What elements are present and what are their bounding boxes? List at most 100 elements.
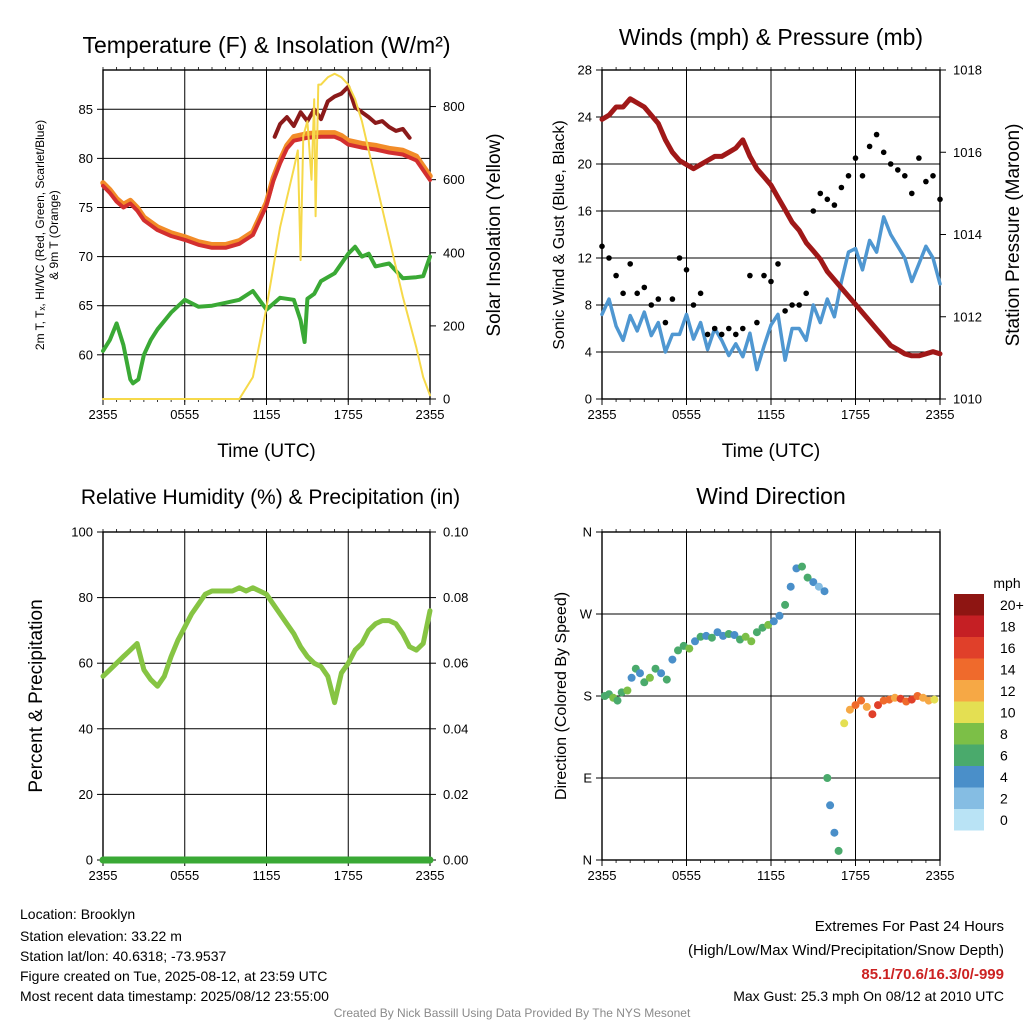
- colorbar-swatch: [954, 637, 984, 659]
- gust-point: [676, 255, 683, 261]
- extremes-subtitle: (High/Low/Max Wind/Precipitation/Snow De…: [688, 942, 1004, 959]
- direction-ytick-label: W: [580, 607, 593, 622]
- gust-point: [740, 325, 746, 332]
- direction-point: [662, 675, 671, 684]
- gust-point: [831, 202, 838, 208]
- winds-xlabel: Time (UTC): [722, 441, 821, 462]
- gust-point: [747, 272, 753, 279]
- temperature-xtick-label: 1755: [334, 407, 363, 422]
- direction-point: [798, 562, 806, 571]
- direction-ylabel-left: Direction (Colored By Speed): [553, 592, 570, 800]
- gust-point: [768, 278, 774, 285]
- station-location: Location: Brooklyn: [20, 906, 136, 922]
- temperature-ylabel-line1: 2m T, Tₓ, HI/WC (Red, Green, Scarlet/Blu…: [33, 120, 47, 350]
- humidity-ytick-label: 40: [79, 721, 93, 736]
- direction-point: [874, 701, 882, 710]
- gust-point: [627, 261, 633, 267]
- gust-point: [634, 290, 640, 297]
- colorbar-label: 10: [1000, 704, 1016, 720]
- direction-point: [685, 644, 694, 653]
- direction-point: [803, 573, 812, 582]
- gust-point: [902, 173, 908, 179]
- station-elevation: Station elevation: 33.22 m: [20, 928, 182, 944]
- temperature-ytick-label: 65: [79, 298, 93, 313]
- winds-xtick-label: 1755: [841, 407, 870, 422]
- direction-xtick-label: 0555: [672, 868, 701, 883]
- gust-point: [923, 178, 929, 185]
- direction-xtick-label: 2355: [926, 868, 955, 883]
- humidity-y2tick-label: 0.04: [443, 721, 468, 736]
- gust-point: [937, 196, 943, 203]
- temperature-ytick-label: 60: [79, 347, 93, 362]
- figure-created: Figure created on Tue, 2025-08-12, at 23…: [20, 968, 328, 984]
- colorbar-swatch: [954, 615, 984, 637]
- direction-point: [613, 696, 622, 705]
- temperature-xtick-label: 2355: [89, 407, 118, 422]
- direction-point: [862, 702, 871, 711]
- direction-point: [775, 611, 784, 620]
- humidity-y2tick-label: 0.10: [443, 525, 468, 540]
- humidity-title: Relative Humidity (%) & Precipitation (i…: [81, 486, 460, 509]
- humidity-ylabel-left: Percent & Precipitation: [26, 599, 47, 792]
- direction-point: [627, 673, 636, 682]
- gust-point: [796, 302, 802, 308]
- extremes-title: Extremes For Past 24 Hours: [814, 918, 1004, 935]
- winds-xtick-label: 2355: [588, 407, 617, 422]
- direction-point: [645, 673, 654, 682]
- temperature-ytick-label: 80: [79, 151, 93, 166]
- colorbar-swatch: [954, 594, 984, 616]
- gust-point: [930, 173, 936, 179]
- temperature-ytick-label: 70: [79, 249, 93, 264]
- direction-point: [930, 695, 939, 704]
- direction-point: [809, 578, 818, 587]
- winds-ytick-label: 8: [585, 298, 592, 313]
- sonic-wind-line: [600, 215, 942, 372]
- temperature-y2tick-label: 600: [443, 172, 465, 187]
- humidity-y2tick-label: 0.08: [443, 590, 468, 605]
- temperature-title: Temperature (F) & Insolation (W/m²): [82, 32, 450, 58]
- humidity-y2tick-label: 0.02: [443, 787, 468, 802]
- winds-ytick-label: 20: [578, 157, 592, 172]
- direction-point: [845, 705, 854, 714]
- gust-point: [690, 302, 697, 308]
- humidity-ytick-label: 60: [79, 656, 93, 671]
- direction-point: [826, 801, 835, 810]
- temperature-xtick-label: 2355: [416, 407, 445, 422]
- winds-xtick-label: 0555: [672, 407, 701, 422]
- winds-y2tick-label: 1012: [953, 309, 982, 324]
- winds-ytick-label: 28: [578, 63, 592, 78]
- max-gust: Max Gust: 25.3 mph On 08/12 at 2010 UTC: [733, 988, 1004, 1004]
- direction-point: [657, 669, 666, 678]
- temperature-xlabel: Time (UTC): [217, 441, 316, 462]
- dewpoint-line: [101, 244, 432, 386]
- colorbar-label: 12: [1000, 683, 1016, 699]
- temperature-xtick-label: 1155: [253, 407, 281, 422]
- gust-point: [852, 155, 859, 161]
- temperature-xtick-label: 0555: [170, 407, 199, 422]
- gust-point: [683, 267, 690, 273]
- gust-point: [648, 302, 655, 308]
- colorbar-swatch: [954, 766, 984, 788]
- direction-point: [907, 695, 916, 704]
- winds-y2tick-label: 1018: [953, 63, 982, 78]
- humidity-y2tick-label: 0.06: [443, 656, 468, 671]
- station-pressure-line: [599, 96, 943, 359]
- gust-point: [817, 190, 824, 197]
- colorbar-label: 4: [1000, 769, 1008, 785]
- direction-point: [730, 631, 739, 639]
- gust-point: [599, 243, 605, 250]
- gust-point: [810, 208, 817, 214]
- colorbar-label: 2: [1000, 790, 1008, 806]
- direction-point: [747, 637, 756, 646]
- colorbar-swatch: [954, 723, 984, 745]
- gust-point: [859, 173, 866, 179]
- gust-point: [697, 290, 704, 297]
- winds-ytick-label: 0: [585, 392, 592, 407]
- winds-ytick-label: 12: [578, 251, 592, 266]
- direction-point: [851, 701, 860, 710]
- station-latlon: Station lat/lon: 40.6318; -73.9537: [20, 948, 227, 964]
- winds-ytick-label: 16: [578, 204, 592, 219]
- temperature-y2tick-label: 0: [443, 392, 450, 407]
- gust-point: [803, 290, 809, 297]
